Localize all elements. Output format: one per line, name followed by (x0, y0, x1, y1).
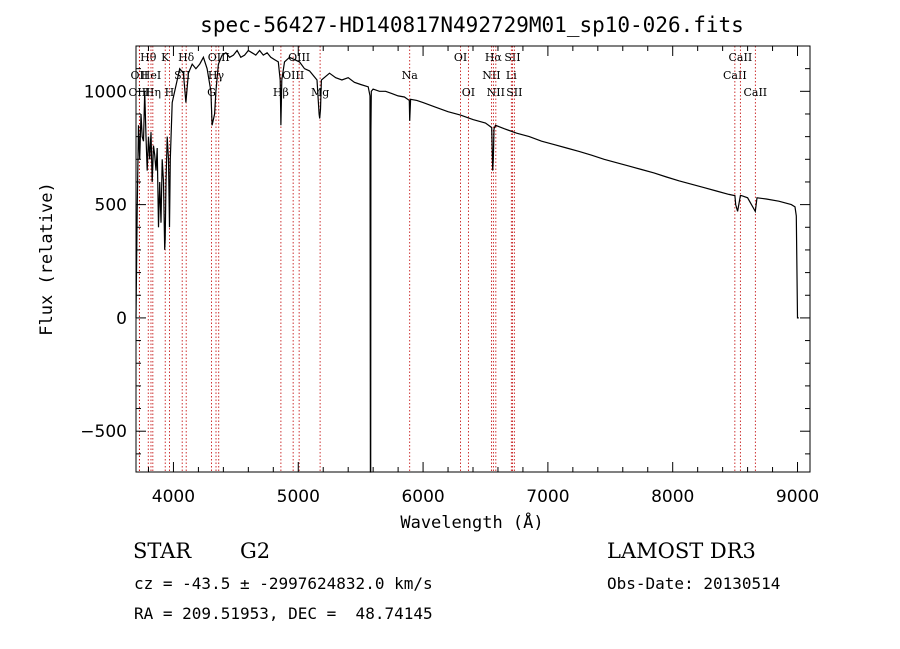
line-marker-label: SII (506, 86, 522, 99)
x-tick-label: 6000 (401, 487, 444, 507)
y-tick-label: 1000 (84, 82, 127, 102)
line-marker-label: Hθ (140, 51, 157, 64)
x-tick-label: 4000 (152, 487, 195, 507)
line-marker-label: OI (462, 86, 475, 99)
line-marker-label: OI (454, 51, 467, 64)
line-marker-label: CaII (729, 51, 753, 64)
line-marker-label: CaII (723, 69, 747, 82)
line-marker-label: K (161, 51, 170, 64)
line-marker-label: HeI (141, 69, 161, 82)
y-tick-label: 0 (116, 309, 127, 329)
line-marker-label: Hα (485, 51, 503, 64)
coordinates: RA = 209.51953, DEC = 48.74145 (134, 604, 433, 623)
line-marker-label: Li (506, 69, 517, 82)
line-marker-label: Hη (145, 86, 161, 99)
spectrum-line (135, 49, 799, 473)
object-type: STAR (133, 539, 192, 563)
chart-title: spec-56427-HD140817N492729M01_sp10-026.f… (200, 13, 744, 37)
y-tick-label: 500 (95, 196, 127, 216)
x-tick-label: 7000 (526, 487, 569, 507)
object-subclass: G2 (240, 539, 271, 563)
line-marker-label: CaII (743, 86, 767, 99)
line-marker-label: NII (487, 86, 505, 99)
survey-label: LAMOST DR3 (607, 539, 756, 563)
plot-frame (135, 45, 811, 473)
line-marker-label: Hγ (208, 69, 225, 82)
obs-date: Obs-Date: 20130514 (607, 574, 781, 593)
x-tick-label: 8000 (651, 487, 694, 507)
line-marker-label: SII (504, 51, 520, 64)
y-tick-label: −500 (80, 422, 127, 442)
redshift-info: cz = -43.5 ± -2997624832.0 km/s (134, 574, 433, 593)
y-axis: −500 0 500 1000 (80, 45, 810, 455)
x-tick-label: 5000 (277, 487, 320, 507)
line-marker-label: Mg (311, 86, 329, 99)
y-axis-label: Flux (relative) (37, 182, 57, 336)
line-marker-label: NII (482, 69, 500, 82)
x-axis: 4000 5000 6000 7000 8000 9000 (147, 46, 819, 507)
line-marker-label: Na (402, 69, 419, 82)
x-axis-label: Wavelength (Å) (400, 511, 543, 533)
emission-line-markers: HθOIIOIIIHeIHηKHSIIHδGHγOIIIHβOIIIOIIIMg… (128, 46, 767, 472)
line-marker-label: Hδ (178, 51, 195, 64)
line-marker-label: OIII (282, 69, 304, 82)
line-marker-label: OIII (288, 51, 310, 64)
line-marker-label: H (165, 86, 175, 99)
x-tick-label: 9000 (776, 487, 819, 507)
